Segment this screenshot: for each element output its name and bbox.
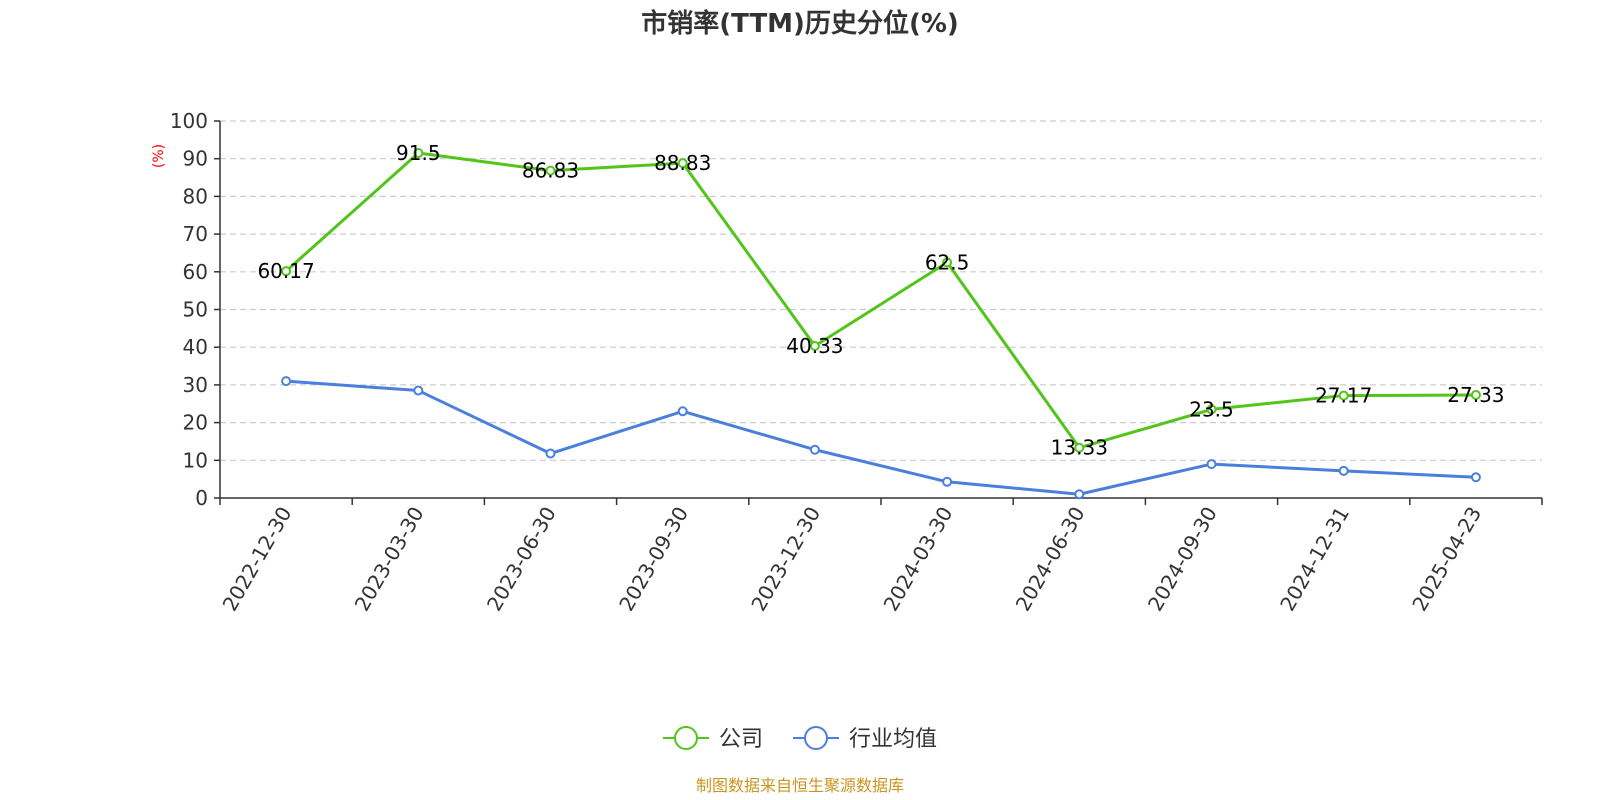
series-group xyxy=(281,148,1481,500)
legend-label-0: 公司 xyxy=(719,727,763,752)
y-tick-label-80: 80 xyxy=(183,184,208,208)
x-tick-label-9: 2025-04-23 xyxy=(1407,503,1486,616)
legend-label-1: 行业均值 xyxy=(849,727,937,752)
y-tick-label-40: 40 xyxy=(183,335,208,359)
data-label-0-9: 27.33 xyxy=(1447,383,1504,407)
data-label-0-3: 88.83 xyxy=(654,151,711,175)
chart-title: 市销率(TTM)历史分位(%) xyxy=(641,8,959,39)
series-line-0 xyxy=(285,151,1476,450)
y-axis-label: (%) xyxy=(151,144,167,168)
x-tick-label-5: 2024-03-30 xyxy=(879,503,958,616)
x-tick-label-0: 2022-12-30 xyxy=(218,503,297,616)
x-tick-label-1: 2023-03-30 xyxy=(350,503,429,616)
y-tick-label-50: 50 xyxy=(183,298,208,322)
x-tick-label-2: 2023-06-30 xyxy=(482,503,561,616)
series-1-point-1 xyxy=(413,385,424,396)
series-0-point-1 xyxy=(413,148,424,159)
series-line-1 xyxy=(285,379,1476,496)
data-label-0-0: 60.17 xyxy=(257,259,314,283)
series-0-point-0 xyxy=(281,266,292,277)
source-note: 制图数据来自恒生聚源数据库 xyxy=(696,776,904,795)
x-axis-ticks: 2022-12-30 2023-03-30 2023-06-30 2023-09-30… xyxy=(218,498,1543,616)
series-0-point-3 xyxy=(677,158,688,169)
grid-lines xyxy=(220,120,1542,461)
data-label-0-6: 13.33 xyxy=(1051,436,1108,460)
data-label-0-2: 86.83 xyxy=(522,159,579,183)
y-tick-label-10: 10 xyxy=(183,448,208,472)
series-0-point-7 xyxy=(1206,404,1217,415)
series-1-point-4 xyxy=(809,444,820,455)
series-1-point-8 xyxy=(1338,465,1349,476)
data-label-0-8: 27.17 xyxy=(1315,384,1372,408)
series-0-point-2 xyxy=(545,165,556,176)
legend-marker-0 xyxy=(674,726,698,750)
y-tick-label-30: 30 xyxy=(183,373,208,397)
series-0-point-4 xyxy=(809,340,820,351)
y-tick-label-60: 60 xyxy=(183,260,208,284)
y-tick-label-70: 70 xyxy=(183,222,208,246)
y-tick-label-90: 90 xyxy=(183,147,208,171)
data-label-0-1: 91.5 xyxy=(396,141,441,165)
x-tick-label-3: 2023-09-30 xyxy=(614,503,693,616)
y-axis-ticks: 0 10 20 30 40 50 60 70 80 90 100 xyxy=(170,109,220,510)
x-tick-label-8: 2024-12-31 xyxy=(1275,503,1354,616)
series-1-point-5 xyxy=(942,476,953,487)
series-1-point-0 xyxy=(281,376,292,387)
data-labels: 60.17 91.5 86.83 88.83 40.33 62.5 13.33 23.5 27.… xyxy=(257,141,1504,460)
legend-marker-1 xyxy=(804,726,828,750)
y-tick-label-20: 20 xyxy=(183,411,208,435)
data-label-0-5: 62.5 xyxy=(925,250,970,274)
series-0-point-9 xyxy=(1470,389,1481,400)
series-1-point-3 xyxy=(677,406,688,417)
y-tick-label-0: 0 xyxy=(195,486,208,510)
x-tick-label-4: 2023-12-30 xyxy=(746,503,825,616)
x-tick-label-7: 2024-09-30 xyxy=(1143,503,1222,616)
series-0-point-8 xyxy=(1338,390,1349,401)
series-1-point-7 xyxy=(1206,459,1217,470)
y-tick-label-100: 100 xyxy=(170,109,208,133)
series-1-point-9 xyxy=(1470,472,1481,483)
data-label-0-4: 40.33 xyxy=(786,334,843,358)
series-1-point-6 xyxy=(1074,489,1085,500)
series-1-point-2 xyxy=(545,448,556,459)
x-tick-label-6: 2024-06-30 xyxy=(1011,503,1090,616)
legend[interactable]: 公司 行业均值 xyxy=(663,726,937,752)
data-label-0-7: 23.5 xyxy=(1189,397,1234,421)
series-0-point-6 xyxy=(1074,442,1085,453)
series-0-point-5 xyxy=(942,257,953,268)
